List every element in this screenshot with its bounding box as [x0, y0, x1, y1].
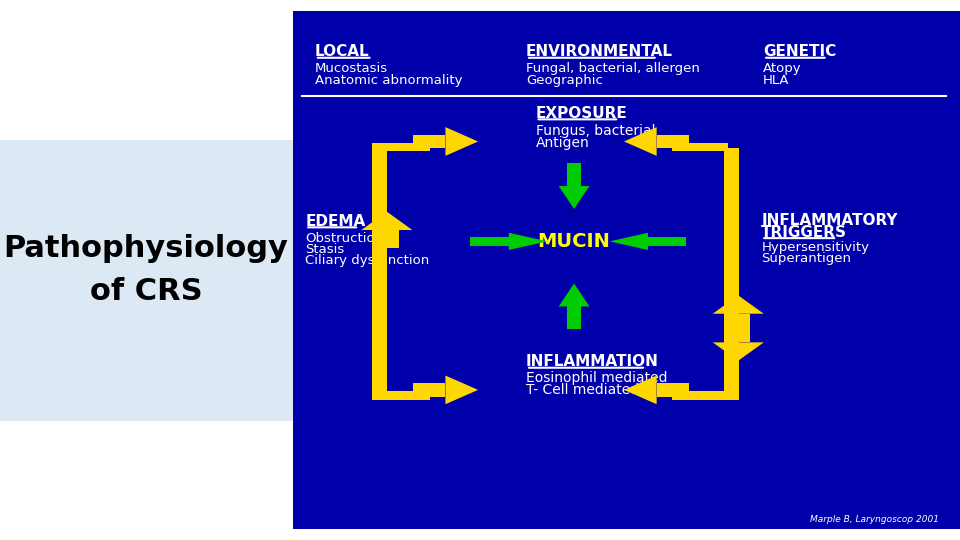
- FancyBboxPatch shape: [293, 11, 960, 529]
- FancyArrow shape: [624, 375, 657, 404]
- Bar: [566, 307, 582, 329]
- FancyArrow shape: [610, 233, 648, 250]
- FancyArrow shape: [712, 342, 764, 361]
- Text: INFLAMMATORY: INFLAMMATORY: [761, 213, 898, 228]
- FancyArrow shape: [361, 212, 413, 230]
- Bar: [566, 163, 582, 186]
- FancyArrow shape: [559, 284, 589, 306]
- FancyArrow shape: [445, 375, 478, 404]
- Bar: [657, 383, 689, 397]
- FancyArrow shape: [712, 295, 764, 314]
- Bar: [672, 143, 728, 151]
- Bar: [726, 314, 751, 332]
- FancyBboxPatch shape: [0, 140, 293, 421]
- Text: Geographic: Geographic: [526, 74, 603, 87]
- Bar: [374, 230, 399, 248]
- Text: Atopy: Atopy: [763, 62, 802, 75]
- Text: Fungus, bacterial: Fungus, bacterial: [536, 124, 655, 138]
- Text: Antigen: Antigen: [536, 136, 589, 150]
- Bar: [372, 392, 430, 400]
- Text: MUCIN: MUCIN: [538, 232, 611, 251]
- FancyArrow shape: [624, 127, 657, 156]
- Text: Eosinophil mediated: Eosinophil mediated: [526, 371, 667, 385]
- Bar: [413, 383, 445, 397]
- Text: Superantigen: Superantigen: [761, 252, 852, 265]
- Text: Pathophysiology
of CRS: Pathophysiology of CRS: [4, 234, 288, 306]
- Text: HLA: HLA: [763, 74, 790, 87]
- Text: Mucostasis: Mucostasis: [315, 62, 388, 75]
- Bar: [372, 238, 387, 400]
- Text: Hypersensitivity: Hypersensitivity: [761, 241, 870, 254]
- Bar: [726, 324, 751, 342]
- Bar: [372, 150, 387, 241]
- Text: LOCAL: LOCAL: [315, 44, 370, 59]
- FancyArrow shape: [445, 127, 478, 156]
- Bar: [724, 148, 738, 332]
- Text: T- Cell mediated: T- Cell mediated: [526, 383, 639, 397]
- Text: Anatomic abnormality: Anatomic abnormality: [315, 74, 463, 87]
- Text: Fungal, bacterial, allergen: Fungal, bacterial, allergen: [526, 62, 700, 75]
- FancyArrow shape: [559, 186, 589, 209]
- Text: INFLAMMATION: INFLAMMATION: [526, 354, 659, 369]
- Bar: [413, 134, 445, 149]
- Bar: [672, 392, 728, 400]
- Bar: [470, 237, 509, 246]
- Text: Stasis: Stasis: [305, 243, 345, 256]
- Bar: [372, 143, 430, 151]
- Text: Ciliary dysfunction: Ciliary dysfunction: [305, 254, 429, 267]
- Text: EXPOSURE: EXPOSURE: [536, 106, 628, 121]
- Text: TRIGGERS: TRIGGERS: [761, 225, 848, 240]
- Bar: [648, 237, 686, 246]
- Text: Obstruction: Obstruction: [305, 232, 383, 245]
- Bar: [724, 329, 738, 400]
- Text: ENVIRONMENTAL: ENVIRONMENTAL: [526, 44, 673, 59]
- Text: GENETIC: GENETIC: [763, 44, 836, 59]
- FancyArrow shape: [509, 233, 547, 250]
- Text: Marple B, Laryngoscop 2001: Marple B, Laryngoscop 2001: [810, 515, 939, 524]
- Text: EDEMA: EDEMA: [305, 214, 366, 229]
- Bar: [657, 134, 689, 149]
